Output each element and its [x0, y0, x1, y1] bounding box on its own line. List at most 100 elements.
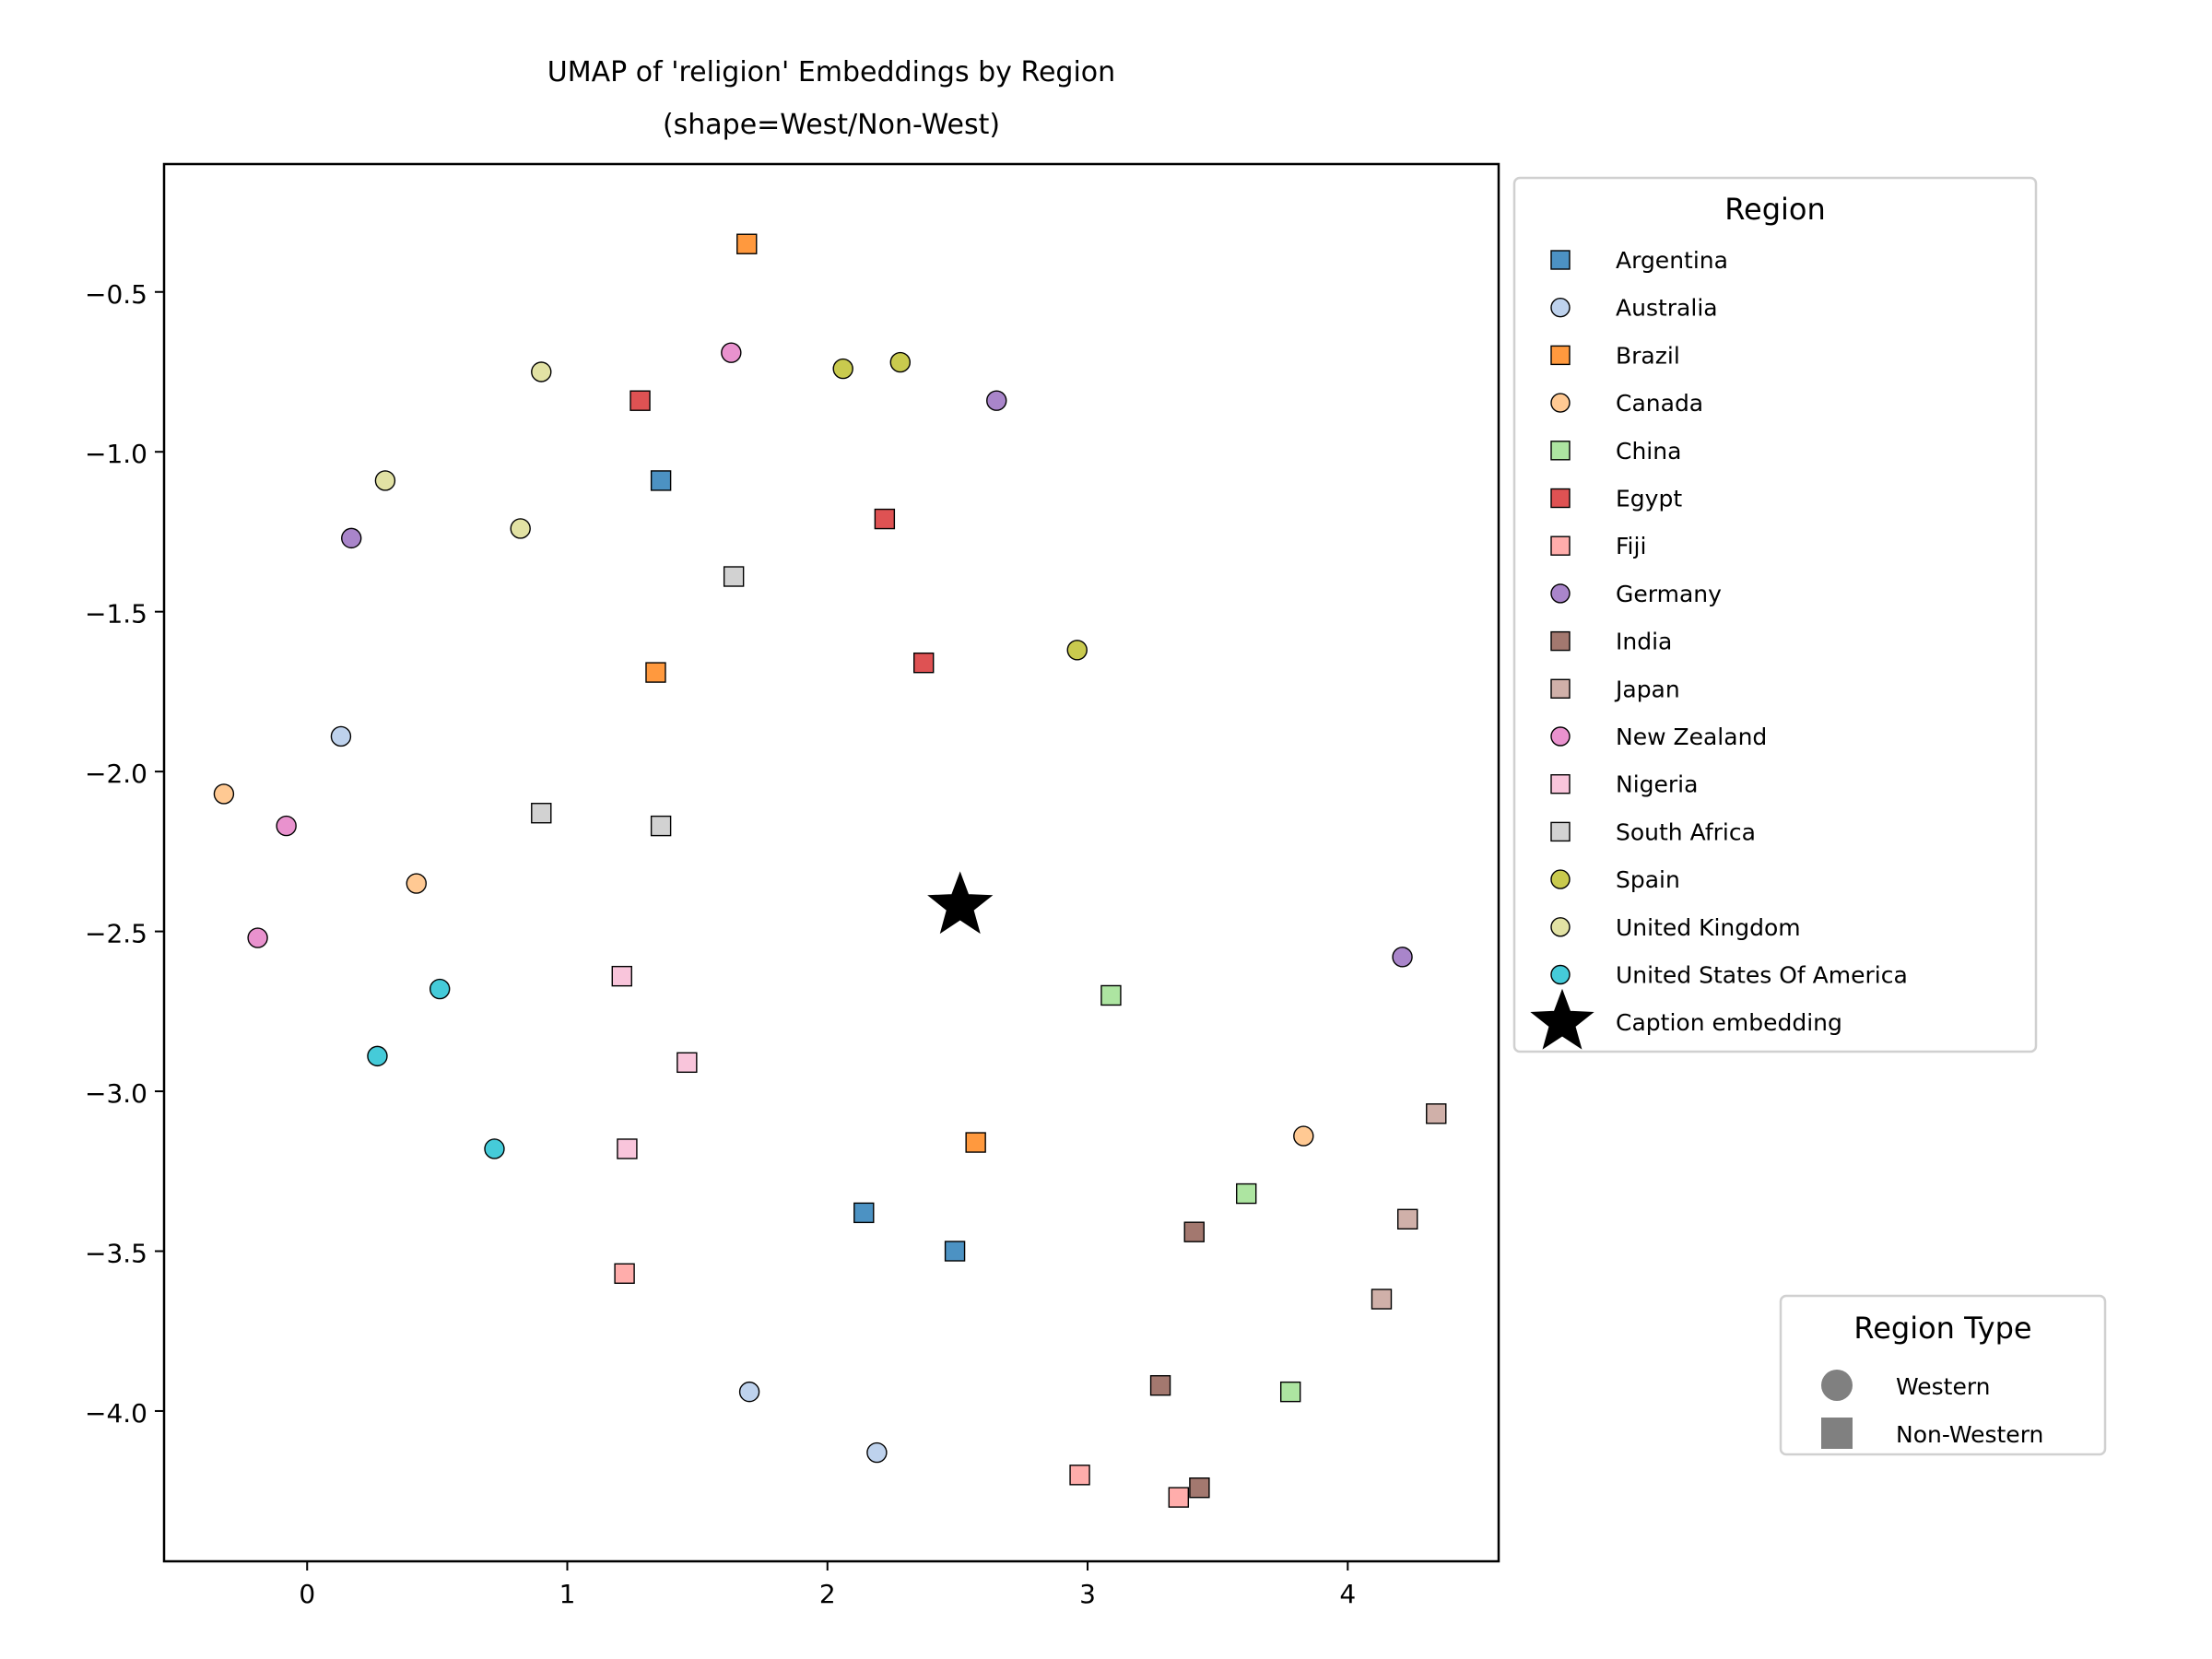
- point-united-states-of-america: [367, 1045, 388, 1067]
- point-egypt: [629, 390, 651, 411]
- point-china: [1100, 984, 1122, 1006]
- legend-marker-spain: [1550, 869, 1571, 889]
- legend-marker-fiji: [1550, 535, 1571, 556]
- chart-title: UMAP of 'religion' Embeddings by Region: [547, 56, 1115, 88]
- legend-marker-egypt: [1550, 488, 1571, 509]
- point-egypt: [913, 652, 935, 674]
- point-brazil: [736, 233, 758, 254]
- point-germany: [341, 527, 362, 549]
- legend-region: Region Argentina Australia Brazil Canada Chi…: [1512, 176, 2038, 1053]
- x-tick-label: 3: [1079, 1579, 1096, 1609]
- plot-area-frame: [162, 162, 1500, 1563]
- point-australia: [866, 1441, 888, 1464]
- point-fiji: [1168, 1487, 1190, 1508]
- point-argentina: [853, 1202, 875, 1224]
- legend-label-china: China: [1616, 438, 1681, 465]
- x-axis-ticks: 0 1 2 3 4: [299, 1561, 1356, 1609]
- legend-label-brazil: Brazil: [1616, 342, 1680, 369]
- legend-label-non-western: Non-Western: [1896, 1421, 2043, 1448]
- legend-marker-germany: [1550, 583, 1571, 604]
- point-united-kingdom: [531, 361, 552, 382]
- legend-label-argentina: Argentina: [1616, 247, 1728, 274]
- point-south-africa: [723, 566, 745, 587]
- legend-marker-brazil: [1550, 345, 1571, 366]
- point-nigeria: [617, 1138, 638, 1159]
- scatter-points: [213, 233, 1447, 1508]
- legend-type-title: Region Type: [1853, 1311, 2031, 1346]
- point-japan: [1371, 1288, 1393, 1310]
- legend-marker-canada: [1550, 393, 1571, 413]
- point-united-states-of-america: [484, 1138, 505, 1159]
- point-south-africa: [650, 815, 672, 837]
- legend-marker-united-kingdom: [1550, 917, 1571, 937]
- point-china: [1236, 1182, 1257, 1205]
- legend-label-fiji: Fiji: [1616, 533, 1646, 559]
- point-new-zealand: [276, 815, 297, 837]
- point-india: [1183, 1221, 1205, 1242]
- point-new-zealand: [247, 927, 268, 948]
- point-fiji: [1069, 1465, 1090, 1486]
- point-germany: [1392, 947, 1413, 968]
- y-tick-label: −1.0: [85, 439, 147, 469]
- legend-label-india: India: [1616, 629, 1672, 655]
- legend-region-entries: Argentina Australia Brazil Canada China Egypt…: [1530, 247, 1908, 1050]
- y-tick-label: −3.0: [85, 1078, 147, 1109]
- point-australia: [330, 725, 352, 747]
- legend-label-new-zealand: New Zealand: [1616, 724, 1767, 750]
- y-tick-label: −0.5: [85, 279, 147, 310]
- x-tick-label: 0: [299, 1579, 315, 1609]
- point-egypt: [874, 508, 896, 530]
- legend-label-united-kingdom: United Kingdom: [1616, 914, 1801, 941]
- y-axis-ticks: −0.5 −1.0 −1.5 −2.0 −2.5 −3.0 −3.5 −4.0: [85, 279, 164, 1429]
- legend-label-japan: Japan: [1614, 676, 1680, 702]
- legend-marker-china: [1550, 441, 1571, 461]
- point-japan: [1426, 1103, 1447, 1124]
- y-tick-label: −4.0: [85, 1398, 147, 1429]
- legend-label-caption-embedding: Caption embedding: [1616, 1009, 1842, 1036]
- y-tick-label: −2.0: [85, 759, 147, 789]
- point-brazil: [965, 1132, 986, 1153]
- y-tick-label: −2.5: [85, 919, 147, 949]
- legend-marker-non-western: [1821, 1418, 1853, 1449]
- legend-label-germany: Germany: [1616, 581, 1722, 607]
- legend-marker-argentina: [1550, 250, 1571, 270]
- point-united-states-of-america: [429, 978, 451, 1000]
- legend-marker-new-zealand: [1550, 726, 1571, 747]
- legend-label-egypt: Egypt: [1616, 486, 1682, 512]
- point-united-kingdom: [374, 470, 396, 491]
- legend-label-spain: Spain: [1616, 866, 1680, 893]
- legend-label-nigeria: Nigeria: [1616, 771, 1698, 798]
- point-spain: [889, 351, 911, 373]
- legend-marker-australia: [1550, 298, 1571, 318]
- chart-subtitle: (shape=West/Non-West): [663, 109, 1000, 141]
- point-nigeria: [611, 965, 632, 987]
- x-tick-label: 2: [819, 1579, 836, 1609]
- legend-region-type: Region Type Western Non-Western: [1779, 1294, 2107, 1456]
- point-fiji: [614, 1263, 635, 1284]
- legend-marker-japan: [1550, 678, 1571, 699]
- legend-marker-india: [1550, 630, 1571, 652]
- point-new-zealand: [721, 342, 742, 363]
- point-spain: [1066, 640, 1088, 661]
- legend-region-title: Region: [1724, 192, 1826, 227]
- point-japan: [1397, 1208, 1418, 1230]
- x-tick-label: 1: [559, 1579, 576, 1609]
- y-tick-label: −3.5: [85, 1238, 147, 1268]
- point-argentina: [650, 470, 672, 491]
- legend-type-frame: [1779, 1294, 2107, 1456]
- point-canada: [406, 873, 427, 894]
- legend-marker-united-states-of-america: [1550, 964, 1571, 985]
- point-canada: [1293, 1125, 1314, 1147]
- legend-label-canada: Canada: [1616, 390, 1703, 417]
- point-india: [1149, 1374, 1171, 1396]
- point-united-kingdom: [510, 518, 531, 539]
- point-germany: [986, 390, 1007, 411]
- legend-label-south-africa: South Africa: [1616, 818, 1756, 845]
- point-nigeria: [677, 1052, 698, 1074]
- legend-type-entries: Western Non-Western: [1821, 1370, 2043, 1449]
- legend-region-frame: [1512, 176, 2038, 1053]
- legend-marker-south-africa: [1550, 821, 1571, 842]
- legend-label-western: Western: [1896, 1373, 1991, 1400]
- y-tick-label: −1.5: [85, 599, 147, 629]
